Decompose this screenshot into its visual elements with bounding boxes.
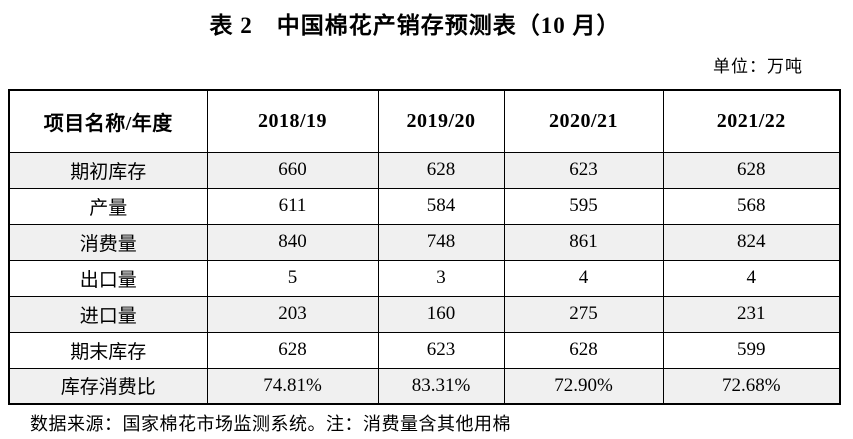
value-cell: 628 (662, 151, 841, 189)
row-label-cell: 库存消费比 (8, 367, 208, 405)
value-cell: 3 (377, 259, 505, 297)
header-cell-year-2021-22: 2021/22 (662, 89, 841, 153)
value-cell: 840 (206, 223, 379, 261)
value-cell: 160 (377, 295, 505, 333)
table-row-ending-stocks: 期末库存 628 623 628 599 (8, 331, 841, 369)
row-label-cell: 产量 (8, 187, 208, 225)
row-label-cell: 消费量 (8, 223, 208, 261)
source-note: 数据来源：国家棉花市场监测系统。注：消费量含其他用棉 (30, 414, 511, 434)
value-cell: 595 (503, 187, 664, 225)
header-cell-year-2018-19: 2018/19 (206, 89, 379, 153)
table-row-beginning-stocks: 期初库存 660 628 623 628 (8, 151, 841, 189)
value-cell: 611 (206, 187, 379, 225)
header-row: 项目名称/年度 2018/19 2019/20 2020/21 2021/22 (8, 89, 841, 153)
value-cell: 748 (377, 223, 505, 261)
row-label-cell: 期初库存 (8, 151, 208, 189)
value-cell: 275 (503, 295, 664, 333)
cotton-forecast-table: 项目名称/年度 2018/19 2019/20 2020/21 2021/22 … (8, 89, 841, 405)
value-cell: 4 (662, 259, 841, 297)
row-label-cell: 出口量 (8, 259, 208, 297)
table-row-exports: 出口量 5 3 4 4 (8, 259, 841, 297)
value-cell: 623 (503, 151, 664, 189)
unit-label: 单位：万吨 (713, 57, 803, 76)
value-cell: 203 (206, 295, 379, 333)
value-cell: 628 (503, 331, 664, 369)
value-cell: 599 (662, 331, 841, 369)
value-cell: 623 (377, 331, 505, 369)
table-row-production: 产量 611 584 595 568 (8, 187, 841, 225)
table-row-stock-to-use-ratio: 库存消费比 74.81% 83.31% 72.90% 72.68% (8, 367, 841, 405)
value-cell: 660 (206, 151, 379, 189)
row-label-cell: 进口量 (8, 295, 208, 333)
value-cell: 628 (206, 331, 379, 369)
value-cell: 861 (503, 223, 664, 261)
value-cell: 584 (377, 187, 505, 225)
row-label-cell: 期末库存 (8, 331, 208, 369)
table-row-consumption: 消费量 840 748 861 824 (8, 223, 841, 261)
value-cell: 83.31% (377, 367, 505, 405)
value-cell: 4 (503, 259, 664, 297)
header-cell-year-2020-21: 2020/21 (503, 89, 664, 153)
value-cell: 568 (662, 187, 841, 225)
value-cell: 72.90% (503, 367, 664, 405)
table-title: 表 2 中国棉花产销存预测表（10 月） (209, 13, 621, 38)
value-cell: 72.68% (662, 367, 841, 405)
value-cell: 628 (377, 151, 505, 189)
header-cell-year-2019-20: 2019/20 (377, 89, 505, 153)
value-cell: 231 (662, 295, 841, 333)
value-cell: 74.81% (206, 367, 379, 405)
value-cell: 5 (206, 259, 379, 297)
header-cell-item-name: 项目名称/年度 (8, 89, 208, 153)
value-cell: 824 (662, 223, 841, 261)
table-row-imports: 进口量 203 160 275 231 (8, 295, 841, 333)
